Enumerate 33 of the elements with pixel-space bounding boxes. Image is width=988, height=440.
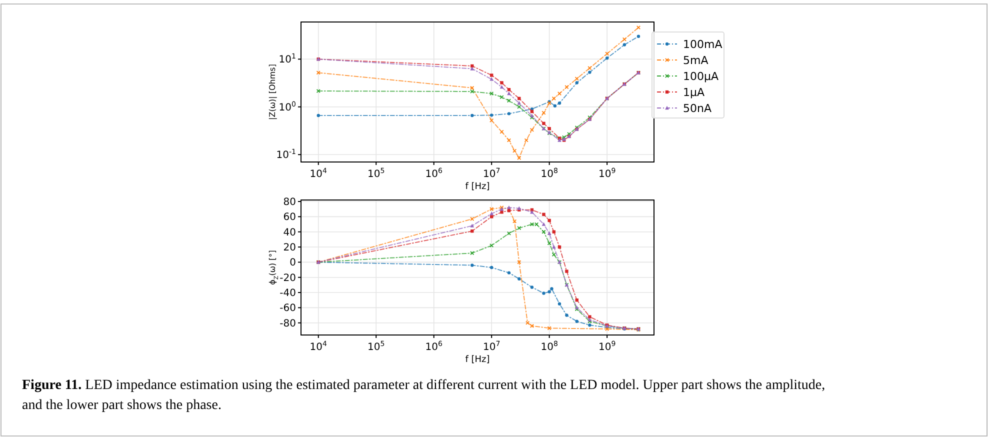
y-tick-label: 40: [283, 227, 296, 238]
x-tick-label: 10$^{9}$: [598, 340, 616, 353]
y-tick-label: 80: [283, 197, 296, 208]
x-tick-label: 10$^{5}$: [368, 340, 385, 353]
legend-label: 100mA: [683, 38, 723, 51]
x-tick-label: 10$^{8}$: [540, 167, 558, 180]
caption: Figure 11. LED impedance estimation using the estimated parameter at different current with the LED model. Upper part shows the amplitude, and the lower part shows the phase.: [22, 378, 826, 413]
legend-label: 50nA: [683, 102, 712, 115]
y-tick-label: 0: [290, 258, 296, 269]
x-tick-label: 10$^{7}$: [482, 167, 500, 180]
y-tick-label: -40: [280, 288, 296, 300]
x-tick-label: 10$^{6}$: [425, 340, 443, 353]
x-tick-label: 10$^{9}$: [598, 167, 616, 180]
y-tick-label: 10$^{1}$: [278, 52, 296, 66]
x-axis-title: f [Hz]: [465, 355, 490, 365]
y-tick-label: 20: [283, 242, 296, 254]
x-tick-label: 10$^{4}$: [310, 340, 328, 353]
legend-label: 5mA: [683, 54, 709, 67]
y-tick-label: 60: [283, 212, 296, 224]
y-tick-label: -60: [280, 303, 296, 314]
x-tick-label: 10$^{4}$: [310, 167, 328, 180]
legend-label: 1µA: [683, 86, 705, 99]
y-tick-label: -20: [280, 272, 296, 284]
y-tick-label: -80: [280, 318, 296, 330]
x-tick-label: 10$^{8}$: [540, 340, 558, 353]
x-tick-label: 10$^{5}$: [368, 167, 385, 180]
y-axis-title: |Z(ω)| [Ohms]: [268, 64, 277, 120]
y-tick-label: 10$^{0}$: [278, 100, 296, 114]
x-axis-title: f [Hz]: [465, 182, 490, 192]
y-tick-label: 10$^{-1}$: [276, 148, 296, 162]
x-tick-label: 10$^{7}$: [482, 340, 500, 353]
x-tick-label: 10$^{6}$: [425, 167, 443, 180]
legend-label: 100µA: [683, 70, 719, 83]
